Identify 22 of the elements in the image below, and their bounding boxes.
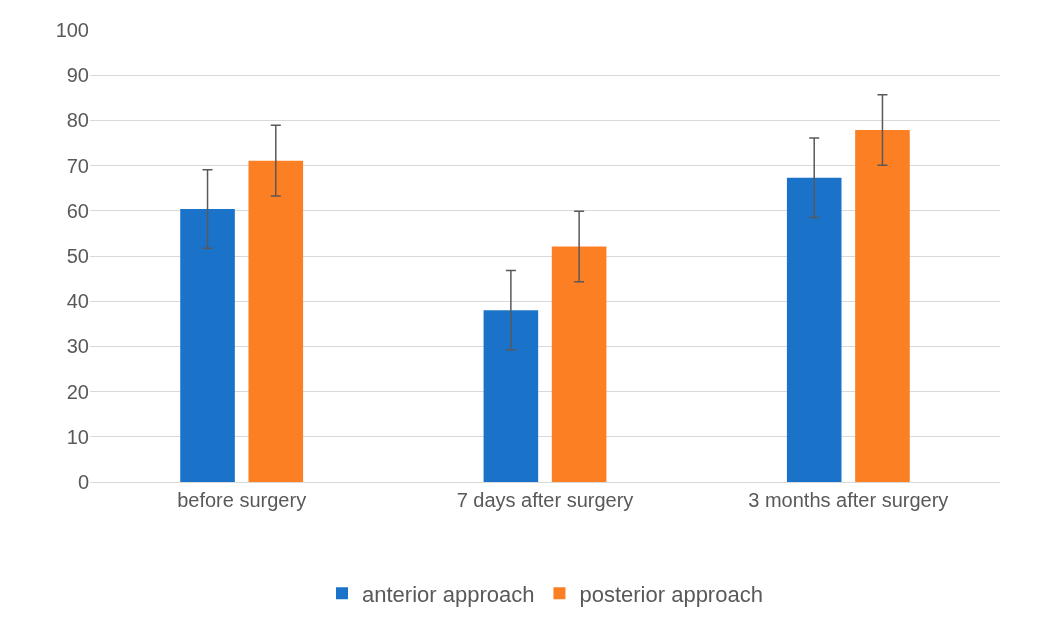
bar bbox=[248, 160, 304, 482]
y-tick-label: 90 bbox=[66, 64, 89, 87]
bar bbox=[855, 129, 910, 482]
y-tick-label: 70 bbox=[66, 154, 89, 177]
bar bbox=[786, 177, 842, 482]
y-tick-label: 60 bbox=[66, 199, 89, 222]
bar bbox=[483, 310, 539, 482]
y-tick-label: 20 bbox=[66, 380, 89, 403]
x-tick-label: 7 days after surgery bbox=[456, 489, 634, 511]
x-tick-label: before surgery bbox=[177, 489, 307, 511]
legend-label: anterior approach bbox=[362, 581, 535, 607]
y-tick-label: 40 bbox=[66, 290, 89, 313]
y-tick-label: 80 bbox=[66, 109, 89, 132]
legend-label: posterior approach bbox=[579, 581, 763, 607]
bar bbox=[180, 208, 235, 482]
x-tick-label: 3 months after surgery bbox=[748, 489, 949, 511]
bar bbox=[551, 246, 607, 482]
y-tick-label: 50 bbox=[66, 245, 89, 267]
y-tick-label: 10 bbox=[66, 425, 89, 448]
y-tick-label: 0 bbox=[77, 471, 89, 493]
y-tick-label: 100 bbox=[55, 19, 89, 41]
y-tick-label: 30 bbox=[66, 335, 89, 358]
